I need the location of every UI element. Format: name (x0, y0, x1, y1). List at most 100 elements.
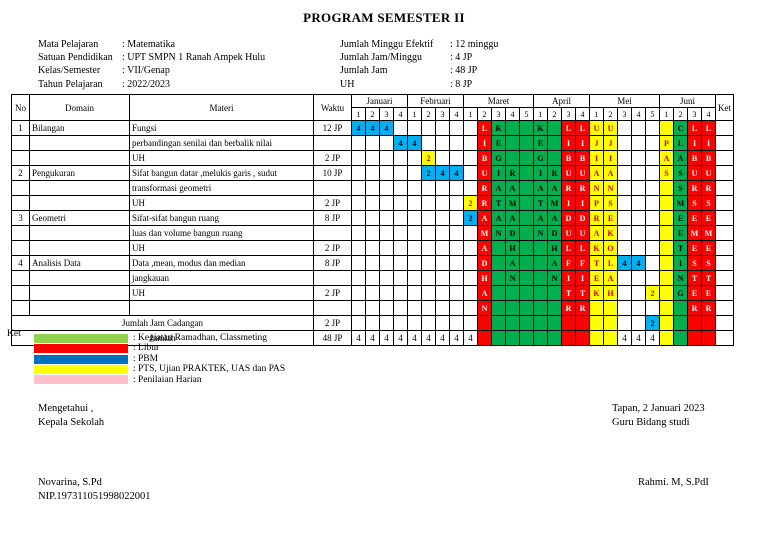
signature-left-line2: Kepala Sekolah (38, 417, 105, 428)
legend-text: : PTS, Ujian PRAKTEK, UAS dan PAS (133, 364, 286, 375)
week-cell (421, 180, 436, 196)
week-cell: T (701, 270, 716, 286)
week-cell (617, 285, 632, 301)
week-cell: A (477, 210, 492, 226)
week-cell: E (701, 240, 716, 256)
week-cell: I (575, 195, 590, 211)
ket-cell (715, 150, 734, 166)
week-cell: 4 (393, 330, 408, 346)
week-cell (379, 270, 394, 286)
week-cell: I (575, 270, 590, 286)
week-cell (351, 135, 366, 151)
week-cell (659, 180, 674, 196)
week-cell: K (603, 225, 618, 241)
week-cell (617, 240, 632, 256)
materi-cell: transformasi geometri (129, 180, 314, 196)
week-cell: L (687, 120, 702, 136)
week-cell: R (575, 300, 590, 316)
no-cell: 1 (11, 120, 30, 136)
week-cell (519, 240, 534, 256)
week-cell (645, 270, 660, 286)
week-cell (547, 315, 562, 331)
week-cell: I (561, 135, 576, 151)
info-row: Satuan Pendidikan: UPT SMPN 1 Ranah Ampe… (38, 51, 265, 64)
no-cell (11, 300, 30, 316)
materi-cell: perbandingan senilai dan berbalik nilai (129, 135, 314, 151)
week-cell (379, 315, 394, 331)
week-cell: I (491, 165, 506, 181)
week-cell (379, 255, 394, 271)
materi-cell: UH (129, 285, 314, 301)
week-cell (379, 165, 394, 181)
week-cell: K (589, 240, 604, 256)
week-cell: 4 (379, 330, 394, 346)
week-cell (393, 270, 408, 286)
week-cell (519, 330, 534, 346)
ket-cell (715, 120, 734, 136)
waktu-cell: 8 JP (313, 255, 352, 271)
info-label: Jumlah Jam (340, 65, 388, 77)
no-cell (11, 135, 30, 151)
week-cell: 4 (463, 330, 478, 346)
week-cell: B (701, 150, 716, 166)
week-cell (617, 180, 632, 196)
week-cell (519, 210, 534, 226)
no-cell (11, 225, 30, 241)
week-cell (351, 165, 366, 181)
signature-right-line2: Guru Bidang studi (612, 417, 690, 428)
week-cell (463, 120, 478, 136)
week-cell: U (575, 165, 590, 181)
week-cell (533, 330, 548, 346)
week-cell (631, 180, 646, 196)
week-cell (631, 210, 646, 226)
week-cell (603, 315, 618, 331)
week-cell: A (547, 255, 562, 271)
table-row: UH 2 JP A T T K H 2 G E E (11, 285, 734, 301)
week-header: 1 (407, 107, 422, 121)
week-cell (351, 150, 366, 166)
week-cell: I (589, 150, 604, 166)
legend-item-penilaian-harian: : Penilaian Harian (34, 375, 285, 385)
week-cell (631, 195, 646, 211)
week-header: 3 (687, 107, 702, 121)
legend-text: : Libur (133, 343, 160, 354)
week-cell (631, 225, 646, 241)
week-cell (407, 165, 422, 181)
week-cell (421, 225, 436, 241)
week-cell (491, 240, 506, 256)
materi-cell: UH (129, 240, 314, 256)
week-cell (365, 270, 380, 286)
week-cell: A (477, 240, 492, 256)
week-cell: U (575, 225, 590, 241)
week-cell (617, 225, 632, 241)
info-label: UH (340, 78, 355, 90)
week-cell: 4 (617, 255, 632, 271)
week-cell (365, 225, 380, 241)
week-cell: A (673, 150, 688, 166)
week-header: 4 (505, 107, 520, 121)
week-header: 2 (673, 107, 688, 121)
week-cell (351, 240, 366, 256)
week-cell: 4 (421, 330, 436, 346)
week-cell (659, 225, 674, 241)
week-cell (533, 240, 548, 256)
legend-text: : Penilaian Harian (133, 374, 202, 385)
week-header: 2 (547, 107, 562, 121)
legend-item-pbm: : PBM (34, 354, 285, 364)
week-cell: N (603, 180, 618, 196)
week-cell (407, 300, 422, 316)
month-header: Mei (589, 94, 660, 108)
domain-cell (29, 300, 130, 316)
week-cell (645, 135, 660, 151)
week-cell: L (701, 120, 716, 136)
waktu-cell: 2 JP (313, 195, 352, 211)
week-cell (519, 285, 534, 301)
week-cell: S (603, 195, 618, 211)
week-cell: L (477, 120, 492, 136)
week-cell (421, 195, 436, 211)
week-cell: L (575, 240, 590, 256)
week-header: 4 (449, 107, 464, 121)
week-cell (631, 300, 646, 316)
week-cell: L (561, 120, 576, 136)
ket-cell (715, 195, 734, 211)
